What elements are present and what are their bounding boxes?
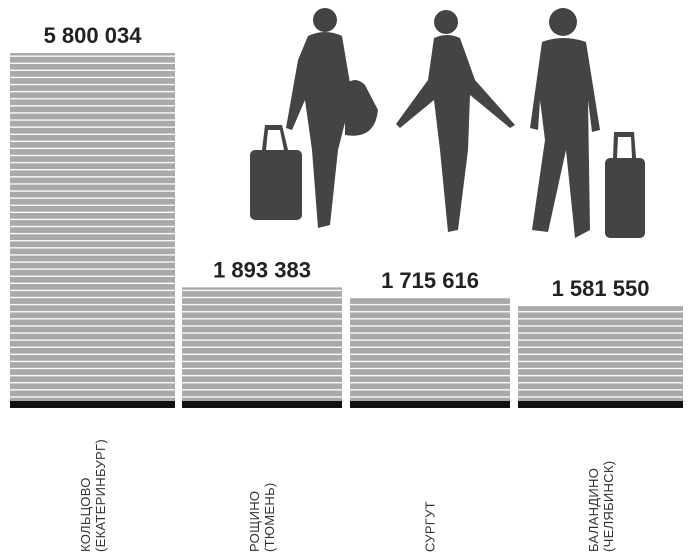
infographic: 5 800 034 1 893 383 1 715 616 1 581 550 КОЛ… — [0, 0, 689, 556]
bar-base — [518, 401, 683, 408]
bar — [10, 53, 175, 401]
value-label: 1 715 616 — [381, 268, 479, 293]
bar-base — [10, 401, 175, 408]
value-label: 1 893 383 — [213, 257, 311, 282]
category-label: РОЩИНО (ТЮМЕНЬ) — [247, 418, 277, 552]
value-label: 5 800 034 — [44, 23, 143, 48]
silhouettes — [250, 8, 645, 238]
category-label: БАЛАНДИНО (ЧЕЛЯБИНСК) — [586, 418, 616, 552]
bar — [518, 306, 683, 401]
value-label: 1 581 550 — [552, 276, 650, 301]
bar-base — [182, 401, 342, 408]
bar — [350, 298, 510, 401]
bar-base — [350, 401, 510, 408]
category-label: КОЛЬЦОВО (ЕКАТЕРИНБУРГ) — [78, 418, 108, 552]
category-label: СУРГУТ — [423, 418, 438, 552]
bar — [182, 287, 342, 401]
